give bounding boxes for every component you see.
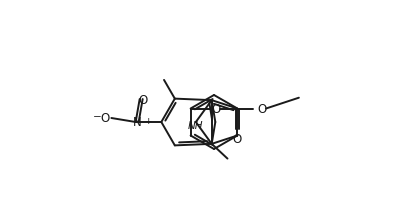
Text: NH: NH — [188, 120, 204, 130]
Text: O: O — [138, 93, 147, 106]
Text: −: − — [93, 111, 101, 121]
Text: O: O — [232, 132, 242, 145]
Text: N: N — [133, 116, 142, 129]
Text: O: O — [257, 102, 266, 115]
Text: +: + — [144, 116, 151, 125]
Text: O: O — [100, 112, 109, 125]
Text: O: O — [212, 102, 221, 115]
